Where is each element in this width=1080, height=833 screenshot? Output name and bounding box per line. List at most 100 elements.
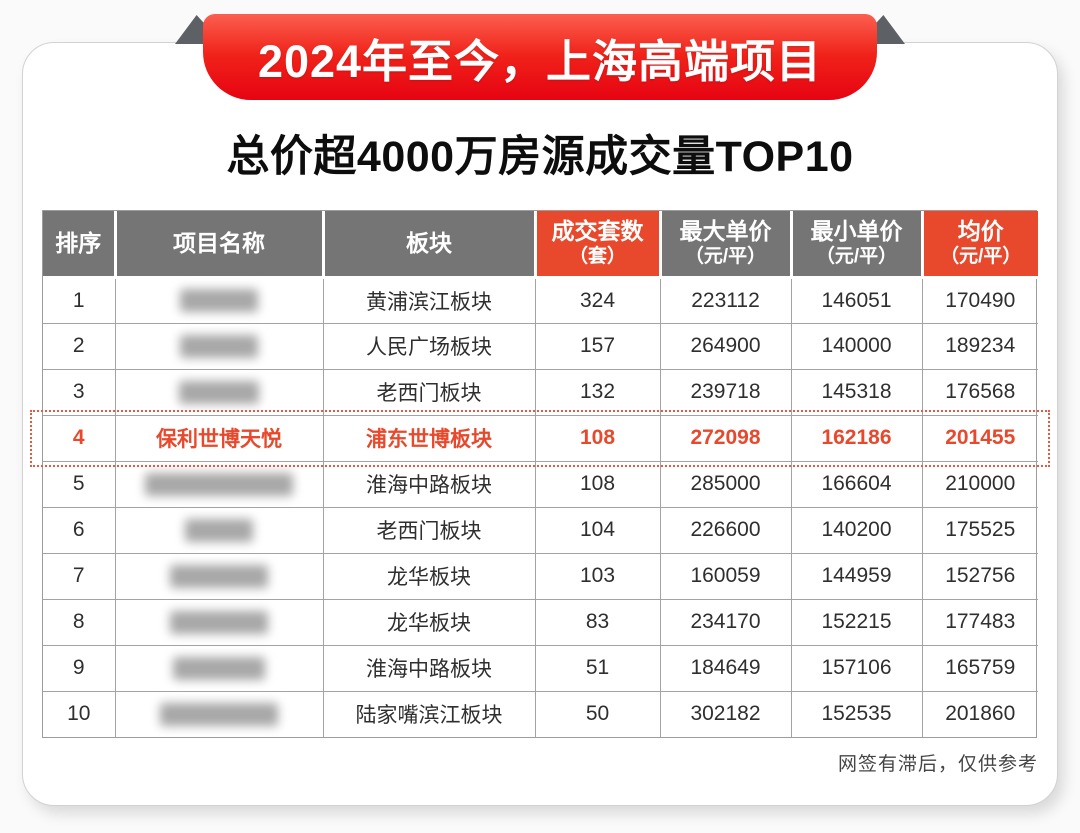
title-ribbon: 2024年至今，上海高端项目 [203, 14, 877, 100]
table-row: 7 龙华板块 103 160059 144959 152756 [43, 552, 1038, 600]
district-cell: 浦东世博板块 [322, 414, 536, 462]
col-header-deal-count: 成交套数 （套） [533, 211, 662, 279]
district-cell: 龙华板块 [322, 598, 536, 646]
avg-price-cell: 152756 [921, 552, 1038, 600]
district-cell: 淮海中路板块 [322, 460, 536, 508]
max-price-cell: 160059 [659, 552, 792, 600]
deal-count-cell: 104 [534, 506, 661, 554]
avg-price-cell: 170490 [921, 277, 1038, 324]
max-price-cell: 272098 [659, 414, 792, 462]
rank-cell: 2 [43, 322, 116, 370]
avg-price-cell: 175525 [921, 506, 1038, 554]
rank-cell: 5 [43, 460, 116, 508]
project-name-cell [114, 644, 324, 692]
table-row: 6 老西门板块 104 226600 140200 175525 [43, 506, 1038, 554]
max-price-cell: 234170 [659, 598, 792, 646]
col-header-min-unit-price: 最小单价 （元/平） [789, 211, 924, 279]
col-label: 项目名称 [173, 229, 265, 256]
col-label: 最大单价 [679, 218, 772, 245]
rank-cell: 4 [43, 414, 116, 462]
col-label: 成交套数 [551, 218, 644, 245]
col-header-avg-unit-price: 均价 （元/平） [920, 211, 1038, 279]
col-label: 排序 [55, 229, 102, 256]
table-row: 3 老西门板块 132 239718 145318 176568 [43, 368, 1038, 416]
deal-count-cell: 83 [534, 598, 661, 646]
avg-price-cell: 210000 [921, 460, 1038, 508]
project-name-cell [114, 690, 324, 737]
ranking-table: 排序 项目名称 板块 成交套数 （套） 最大单价 （元/平） [42, 210, 1038, 738]
table-row: 8 龙华板块 83 234170 152215 177483 [43, 598, 1038, 646]
table-row: 5 淮海中路板块 108 285000 166604 210000 [43, 460, 1038, 508]
district-cell: 淮海中路板块 [322, 644, 536, 692]
blurred-project-name [185, 518, 253, 542]
rank-cell: 9 [43, 644, 116, 692]
avg-price-cell: 201860 [921, 690, 1038, 737]
col-unit: （元/平） [940, 246, 1022, 268]
col-header-max-unit-price: 最大单价 （元/平） [658, 211, 793, 279]
max-price-cell: 223112 [659, 277, 792, 324]
top10-table: 排序 项目名称 板块 成交套数 （套） 最大单价 （元/平） [43, 211, 1038, 737]
max-price-cell: 264900 [659, 322, 792, 370]
deal-count-cell: 132 [534, 368, 661, 416]
blurred-project-name [145, 472, 293, 496]
rank-cell: 8 [43, 598, 116, 646]
blurred-project-name [180, 289, 258, 312]
deal-count-cell: 108 [534, 414, 661, 462]
table-row: 2 人民广场板块 157 264900 140000 189234 [43, 322, 1038, 370]
rank-cell: 3 [43, 368, 116, 416]
deal-count-cell: 51 [534, 644, 661, 692]
col-label: 均价 [957, 218, 1004, 245]
blurred-project-name [160, 702, 278, 726]
deal-count-cell: 50 [534, 690, 661, 737]
deal-count-cell: 324 [534, 277, 661, 324]
project-name-cell [114, 552, 324, 600]
district-cell: 老西门板块 [322, 368, 536, 416]
rank-cell: 6 [43, 506, 116, 554]
district-cell: 老西门板块 [322, 506, 536, 554]
blurred-project-name [180, 334, 258, 358]
min-price-cell: 140200 [790, 506, 923, 554]
banner-title: 2024年至今，上海高端项目 [257, 35, 823, 87]
min-price-cell: 140000 [790, 322, 923, 370]
col-unit: （套） [568, 246, 626, 268]
col-unit: （元/平） [815, 246, 898, 268]
min-price-cell: 166604 [790, 460, 923, 508]
blurred-project-name [170, 564, 268, 588]
min-price-cell: 145318 [790, 368, 923, 416]
avg-price-cell: 165759 [921, 644, 1038, 692]
avg-price-cell: 189234 [921, 322, 1038, 370]
blurred-project-name [179, 380, 259, 404]
blurred-project-name [173, 656, 265, 680]
max-price-cell: 184649 [659, 644, 792, 692]
table-row: 10 陆家嘴滨江板块 50 302182 152535 201860 [43, 690, 1038, 737]
min-price-cell: 162186 [790, 414, 923, 462]
project-name-cell [114, 322, 324, 370]
max-price-cell: 226600 [659, 506, 792, 554]
col-unit: （元/平） [684, 246, 767, 268]
col-label: 最小单价 [810, 218, 903, 245]
col-header-district: 板块 [321, 211, 537, 279]
min-price-cell: 146051 [790, 277, 923, 324]
deal-count-cell: 108 [534, 460, 661, 508]
footer-note: 网签有滞后，仅供参考 [837, 754, 1038, 775]
deal-count-cell: 157 [534, 322, 661, 370]
rank-cell: 1 [43, 277, 116, 324]
project-name-cell: 保利世博天悦 [114, 414, 324, 462]
deal-count-cell: 103 [534, 552, 661, 600]
table-row: 9 淮海中路板块 51 184649 157106 165759 [43, 644, 1038, 692]
project-name-cell [114, 506, 324, 554]
table-header-row: 排序 项目名称 板块 成交套数 （套） 最大单价 （元/平） [43, 211, 1038, 279]
project-name-cell [114, 460, 324, 508]
rank-cell: 10 [43, 690, 116, 737]
project-name-cell [114, 598, 324, 646]
district-cell: 龙华板块 [322, 552, 536, 600]
table-row: 1 黄浦滨江板块 324 223112 146051 170490 [43, 277, 1038, 324]
max-price-cell: 302182 [659, 690, 792, 737]
max-price-cell: 239718 [659, 368, 792, 416]
col-header-project-name: 项目名称 [113, 211, 325, 279]
min-price-cell: 152535 [790, 690, 923, 737]
min-price-cell: 157106 [790, 644, 923, 692]
project-name-cell [114, 277, 324, 324]
max-price-cell: 285000 [659, 460, 792, 508]
